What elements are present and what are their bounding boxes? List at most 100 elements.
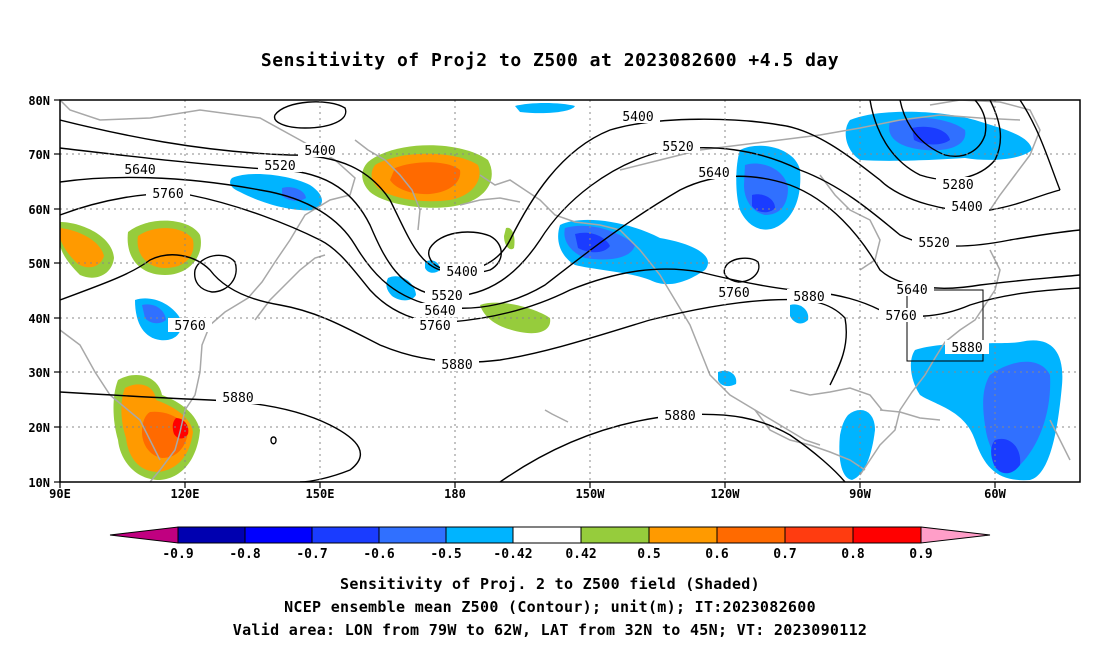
coastline-hudson-bay (819, 174, 881, 271)
colorbar-label: -0.5 (430, 547, 461, 562)
coastline-gulf-of-mexico (789, 387, 883, 411)
positive-shading (390, 162, 461, 195)
lon-label: 180 (444, 487, 466, 501)
positive-shading (60, 228, 104, 268)
contour-label: 5400 (446, 265, 477, 280)
colorbar-right-arrow (920, 526, 991, 544)
colorbar-segment (378, 526, 447, 544)
lat-label: 10N (28, 476, 50, 490)
contour-labels: 5400 5520 5640 5760 5880 5400 5520 5640 … (118, 109, 989, 424)
map-title: Sensitivity of Proj2 to Z500 at 20230826… (260, 50, 840, 71)
lat-label: 40N (28, 312, 50, 326)
lon-label: 90E (49, 487, 71, 501)
contour-label: 5400 (304, 144, 335, 159)
positive-shading (480, 302, 551, 334)
colorbar-segment (244, 526, 313, 544)
colorbar-segment (512, 526, 582, 544)
lat-label: 30N (28, 366, 50, 380)
contour-label: 5520 (662, 140, 693, 155)
colorbar-segment (716, 526, 786, 544)
coastline-hawaii (544, 409, 569, 423)
contour-label: 5640 (424, 304, 455, 319)
contour-label: 5760 (152, 187, 183, 202)
negative-shading (839, 410, 875, 480)
negative-shading (991, 438, 1021, 474)
contour-label: 5400 (951, 200, 982, 215)
colorbar-segment (311, 526, 380, 544)
colorbar: -0.9 -0.8 -0.7 -0.6 -0.5 -0.42 0.42 0.5 … (109, 526, 991, 562)
coastline-caribbean (879, 409, 941, 421)
contour-top-closed (273, 101, 347, 129)
contour-label: 5880 (664, 409, 695, 424)
lon-label: 150E (306, 487, 335, 501)
colorbar-left-arrow (109, 526, 179, 544)
contour-label: 5520 (431, 289, 462, 304)
contour-label: 5760 (718, 286, 749, 301)
coastline-north-america-west (619, 229, 821, 446)
lat-label: 80N (28, 94, 50, 108)
contour-label: 5880 (793, 290, 824, 305)
contour-5880-south (60, 391, 362, 482)
contour-label: 5880 (951, 341, 982, 356)
colorbar-segment (580, 526, 650, 544)
coastlines (60, 100, 1071, 482)
contour-label: 5760 (174, 319, 205, 334)
colorbar-label: 0.42 (565, 547, 596, 562)
grid-lines (60, 100, 1080, 482)
contour-label: 5640 (896, 283, 927, 298)
negative-shading (230, 174, 322, 211)
contour-ridge-closed (193, 254, 237, 293)
colorbar-labels: -0.9 -0.8 -0.7 -0.6 -0.5 -0.42 0.42 0.5 … (162, 547, 932, 562)
map-frame (59, 99, 1081, 483)
coastline-north-america-east (859, 249, 1001, 476)
negative-shading (790, 304, 809, 324)
lon-label: 60W (984, 487, 1006, 501)
contour-label: 5760 (885, 309, 916, 324)
contour-small-ring (270, 436, 277, 445)
caption-valid-area: Valid area: LON from 79W to 62W, LAT fro… (232, 621, 868, 639)
negative-shading (515, 103, 575, 114)
contour-label: 5640 (124, 163, 155, 178)
colorbar-label: 0.7 (773, 547, 796, 562)
positive-shading (504, 227, 515, 250)
contour-label: 5880 (222, 391, 253, 406)
contour-label: 5760 (419, 319, 450, 334)
colorbar-segment (784, 526, 854, 544)
negative-shading (575, 232, 610, 253)
longitude-labels: 90E 120E 150E 180 150W 120W 90W 60W (49, 487, 1006, 501)
valid-area-box (906, 289, 984, 362)
contour-label: 5520 (918, 236, 949, 251)
coastline-africa-corner (1049, 419, 1071, 461)
contour-high-east (723, 257, 760, 283)
contour-low-kamchatka (427, 231, 502, 274)
colorbar-label: -0.42 (493, 547, 532, 562)
colorbar-label: -0.6 (363, 547, 394, 562)
negative-shading (386, 276, 416, 301)
contour-label: 5520 (264, 159, 295, 174)
contour-label: 5400 (622, 110, 653, 125)
colorbar-label: 0.5 (637, 547, 660, 562)
colorbar-segment (648, 526, 718, 544)
contour-east-edge (1019, 100, 1061, 191)
colorbar-segment (177, 526, 246, 544)
caption-shading: Sensitivity of Proj. 2 to Z500 field (Sh… (340, 575, 760, 593)
lat-label: 20N (28, 421, 50, 435)
coastline-asia (60, 100, 356, 482)
negative-shading (752, 194, 775, 213)
colorbar-label: 0.8 (841, 547, 865, 562)
lat-label: 70N (28, 148, 50, 162)
positive-shading (137, 228, 194, 268)
coastline-aleutians (459, 197, 521, 206)
latitude-labels: 80N 70N 60N 50N 40N 30N 20N 10N (28, 94, 50, 490)
lat-label: 60N (28, 203, 50, 217)
lon-label: 90W (849, 487, 871, 501)
contour-label: 5640 (698, 166, 729, 181)
contour-label: 5280 (942, 178, 973, 193)
tick-marks (54, 99, 996, 488)
coastline-canada-north (619, 114, 1021, 171)
colorbar-label: -0.9 (162, 547, 193, 562)
colorbar-label: 0.6 (705, 547, 729, 562)
contour-label: 5880 (441, 358, 472, 373)
lon-label: 120W (711, 487, 741, 501)
